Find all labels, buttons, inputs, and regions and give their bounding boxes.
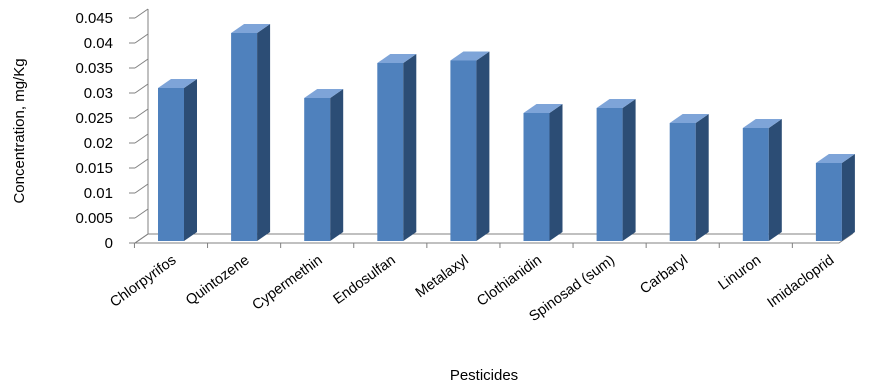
bar-front — [304, 98, 331, 241]
bar-front — [158, 88, 184, 241]
y-tick-connector — [134, 8, 149, 19]
y-tick-connector — [134, 58, 149, 69]
x-tick-label: Cypermethin — [250, 252, 326, 313]
bar-front — [742, 128, 769, 241]
y-tick-connector — [134, 33, 149, 44]
bar-top — [596, 99, 636, 108]
y-tick-label: 0.045 — [75, 10, 113, 27]
y-tick-connector — [134, 108, 149, 119]
bar-side — [403, 54, 417, 241]
bar-front — [669, 123, 696, 241]
x-tick-label: Chlorpyrifos — [107, 252, 179, 310]
bar — [231, 24, 271, 241]
y-tick-label: 0.015 — [75, 160, 113, 177]
bar-side — [257, 24, 271, 241]
y-tick-label: 0.02 — [84, 135, 113, 152]
y-tick-label: 0.04 — [84, 35, 113, 52]
bar-front — [596, 108, 623, 241]
y-tick-label: 0.035 — [75, 60, 113, 77]
bar — [523, 104, 563, 241]
bar-top — [304, 89, 344, 98]
y-tick-label: 0.025 — [75, 110, 113, 127]
x-tick-label: Imidacloprid — [765, 252, 838, 311]
y-tick-connector — [134, 208, 149, 219]
bar-top — [742, 119, 782, 128]
bars — [158, 24, 855, 241]
y-tick-label: 0 — [105, 235, 113, 252]
bar — [377, 54, 417, 241]
x-tick-label: Carbaryl — [637, 252, 691, 297]
bar — [669, 114, 709, 241]
bar — [742, 119, 782, 241]
bar — [304, 89, 344, 241]
bar-side — [549, 104, 563, 241]
bar-front — [377, 63, 404, 241]
bar-side — [695, 114, 709, 241]
x-tick-label: Clothianidin — [474, 252, 545, 309]
bar-front — [815, 163, 842, 241]
bar-side — [476, 51, 490, 241]
x-axis-title: Pesticides — [450, 367, 518, 384]
y-tick-connector — [134, 233, 149, 244]
bar-top — [669, 114, 709, 123]
x-tick-label: Metalaxyl — [413, 252, 472, 301]
y-tick-label: 0.01 — [84, 185, 113, 202]
y-tick-label: 0.03 — [84, 85, 113, 102]
x-tick-label: Quintozene — [183, 252, 252, 309]
y-tick-connector — [134, 83, 149, 94]
bar-top — [158, 79, 197, 88]
bar-side — [768, 119, 782, 241]
bar — [596, 99, 636, 241]
y-tick-connector — [134, 133, 149, 144]
y-tick-connector — [134, 183, 149, 194]
x-tick-label: Endosulfan — [331, 252, 399, 308]
bar-top — [450, 51, 490, 61]
bar — [815, 154, 855, 241]
bar-front — [523, 113, 550, 241]
y-tick-connector — [134, 158, 149, 169]
bar — [158, 79, 197, 241]
x-tick-label: Linuron — [716, 252, 765, 293]
y-tick-label: 0.005 — [75, 210, 113, 227]
bar-side — [841, 154, 855, 241]
y-axis-title: Concentration, mg/Kg — [11, 58, 28, 203]
bar-top — [231, 24, 271, 33]
bar-top — [815, 154, 855, 163]
bar-side — [622, 99, 636, 241]
axes — [129, 8, 854, 248]
bar-top — [377, 54, 417, 63]
bar — [450, 51, 490, 241]
bar-top — [523, 104, 563, 113]
bar-front — [450, 60, 477, 241]
bar-side — [184, 79, 197, 241]
bar-side — [330, 89, 344, 241]
bar-front — [231, 33, 258, 241]
